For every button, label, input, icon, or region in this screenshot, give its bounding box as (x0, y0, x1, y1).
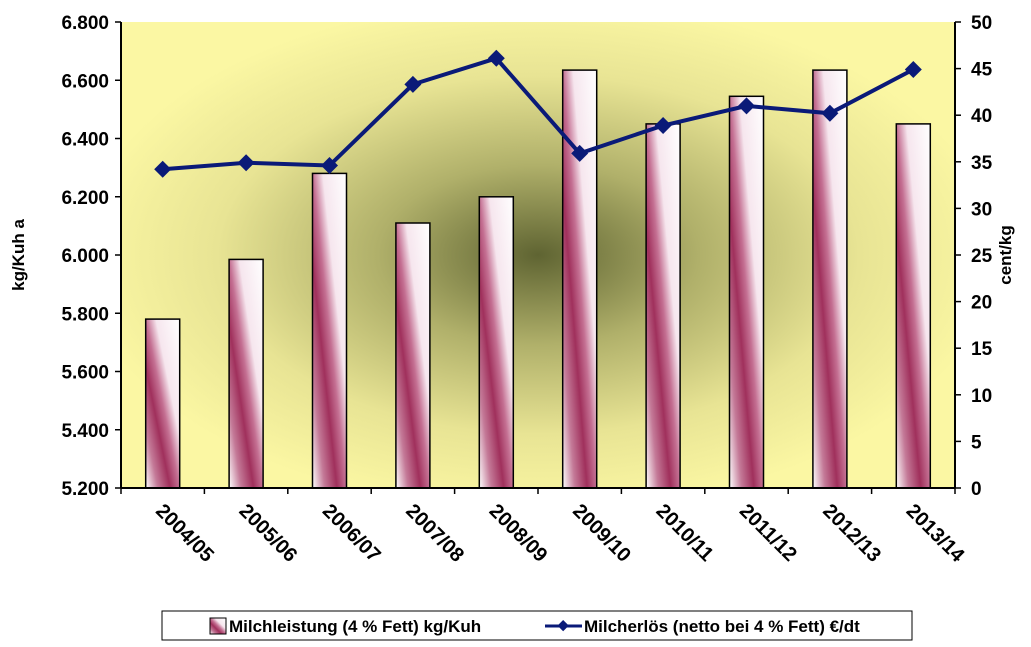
bar-2012/13 (812, 69, 848, 489)
bar-2013/14 (895, 123, 932, 489)
bar-2008/09 (478, 196, 515, 489)
bars-layer (144, 69, 932, 489)
bar-2004/05 (144, 318, 181, 489)
bar-2010/11 (645, 123, 681, 489)
legend-line-label: Milcherlös (netto bei 4 % Fett) €/dt (584, 617, 860, 636)
tick-label-x: 2008/09 (485, 500, 552, 567)
line-point-2005/06 (237, 154, 255, 172)
line-point-2009/10 (571, 144, 589, 162)
tick-label-left: 6.200 (61, 188, 109, 209)
line-layer (154, 49, 922, 178)
bar-2009/10 (561, 69, 598, 489)
tick-label-right: 40 (971, 106, 992, 127)
tick-label-x: 2005/06 (235, 500, 302, 567)
tick-label-right: 10 (971, 386, 992, 407)
tick-label-right: 35 (971, 153, 993, 174)
tick-label-right: 30 (971, 199, 992, 220)
tick-label-left: 5.200 (61, 479, 109, 500)
line-point-2012/13 (821, 104, 839, 122)
line-point-2007/08 (404, 75, 422, 93)
tick-label-x: 2004/05 (151, 500, 218, 567)
line-point-2011/12 (738, 97, 755, 115)
tick-label-right: 20 (971, 293, 992, 314)
tick-label-right: 0 (971, 479, 982, 500)
tick-label-right: 5 (971, 432, 982, 453)
tick-label-x: 2007/08 (401, 500, 468, 567)
tick-label-x: 2006/07 (318, 500, 385, 567)
tick-label-left: 5.600 (61, 363, 109, 384)
bar-2006/07 (311, 172, 348, 489)
y-axis-title-right: cent/kg (996, 225, 1015, 285)
tick-label-x: 2011/12 (735, 500, 801, 566)
bar-2005/06 (228, 258, 264, 489)
tick-label-x: 2013/14 (902, 500, 969, 567)
legend-box (161, 610, 913, 641)
legend-bar-swatch (209, 617, 227, 635)
bar-2007/08 (395, 222, 431, 489)
tick-label-right: 45 (971, 60, 993, 81)
line-point-2004/05 (154, 160, 172, 178)
tick-label-right: 25 (971, 246, 993, 267)
tick-label-left: 5.800 (61, 304, 109, 325)
tick-label-left: 6.600 (61, 71, 109, 92)
y-axis-title-left: kg/Kuh a (9, 219, 28, 291)
line-point-2013/14 (904, 61, 922, 78)
tick-label-right: 50 (971, 13, 992, 34)
tick-label-left: 6.400 (61, 130, 109, 151)
bar-2011/12 (728, 95, 765, 489)
tick-label-x: 2012/13 (818, 500, 885, 567)
legend-bar-label: Milchleistung (4 % Fett) kg/Kuh (229, 617, 481, 636)
tick-label-x: 2010/11 (652, 500, 718, 566)
line-point-2010/11 (654, 117, 672, 134)
tick-label-left: 6.000 (61, 246, 109, 267)
line-point-2006/07 (321, 157, 338, 174)
line-series-milcherloes (162, 56, 915, 172)
tick-label-left: 5.400 (61, 421, 109, 442)
tick-label-x: 2009/10 (568, 500, 635, 567)
tick-label-left: 6.800 (61, 13, 109, 34)
line-point-2008/09 (487, 49, 505, 67)
legend: Milchleistung (4 % Fett) kg/Kuh Milcherl… (161, 610, 913, 641)
tick-label-right: 15 (971, 339, 993, 360)
